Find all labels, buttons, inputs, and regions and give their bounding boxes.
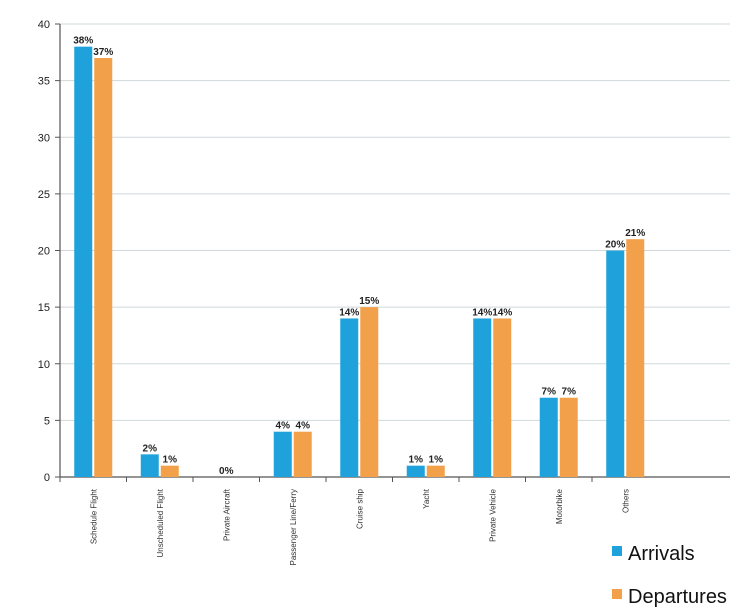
category-label: Others: [621, 489, 630, 513]
data-label: 0%: [219, 466, 234, 477]
departures-bar: [559, 397, 578, 477]
data-labels: 38%37%2%1%0%4% 4%14%15%1% 1%14% 14%7% 7%20%2…: [73, 36, 645, 477]
data-label: 2%: [143, 443, 158, 454]
departures-bar: [360, 307, 379, 477]
category-labels: Schedule Flight Unscheduled Flight Private…: [89, 488, 630, 565]
legend-swatch: [612, 546, 622, 556]
legend-label: Arrivals: [628, 543, 695, 565]
arrivals-bar: [340, 318, 359, 477]
arrivals-bar: [406, 465, 425, 477]
arrivals-bar: [539, 397, 558, 477]
data-label: 14%: [492, 307, 512, 318]
data-label: 1%: [409, 455, 424, 466]
y-tick-label: 25: [38, 189, 50, 201]
arrivals-bar: [273, 431, 292, 477]
legend-label: Departures: [628, 586, 727, 608]
departures-bar: [493, 318, 512, 477]
data-label: 15%: [359, 296, 379, 307]
departures-bar: [293, 431, 312, 477]
category-label: Motorbike: [555, 488, 564, 524]
y-tick-label: 35: [38, 76, 50, 88]
category-label: Schedule Flight: [89, 488, 98, 544]
category-label: Passenger Line/Ferry: [289, 489, 298, 565]
y-tick-label: 10: [38, 359, 50, 371]
arrivals-bar: [74, 46, 93, 478]
y-tick-label: 5: [44, 415, 50, 427]
data-label: 37%: [93, 47, 113, 58]
arrivals-bar: [606, 250, 625, 477]
data-label: 21%: [625, 228, 645, 239]
data-label: 38%: [73, 36, 93, 47]
legend-swatch: [612, 589, 622, 599]
y-tick-label: 20: [38, 246, 50, 258]
departures-bar: [626, 239, 645, 477]
data-label: 14%: [339, 307, 359, 318]
y-tick-label: 0: [44, 472, 50, 484]
legend: Arrivals Departures: [612, 543, 727, 608]
arrivals-bar: [473, 318, 492, 477]
data-label: 1%: [429, 455, 444, 466]
category-label: Unscheduled Flight: [156, 488, 165, 557]
arrivals-bar: [140, 454, 159, 477]
axes: 0 5 10 15 20 25 30 35 40: [38, 19, 730, 484]
departures-bar: [94, 57, 113, 477]
gridlines: [60, 23, 730, 421]
data-label: 7%: [562, 387, 577, 398]
y-tick-label: 15: [38, 302, 50, 314]
departures-bar: [426, 465, 445, 477]
y-tick-label: 40: [38, 19, 50, 31]
data-label: 7%: [542, 387, 557, 398]
category-label: Private Vehicle: [488, 488, 497, 541]
data-label: 1%: [163, 455, 178, 466]
category-label: Private Aircraft: [222, 488, 231, 541]
departures-bar: [160, 465, 179, 477]
data-label: 4%: [296, 421, 311, 432]
data-label: 4%: [276, 421, 291, 432]
data-label: 20%: [605, 240, 625, 251]
category-label: Cruise ship: [355, 488, 364, 529]
y-tick-label: 30: [38, 132, 50, 144]
category-label: Yacht: [422, 488, 431, 509]
data-label: 14%: [472, 307, 492, 318]
bars: [74, 46, 645, 478]
